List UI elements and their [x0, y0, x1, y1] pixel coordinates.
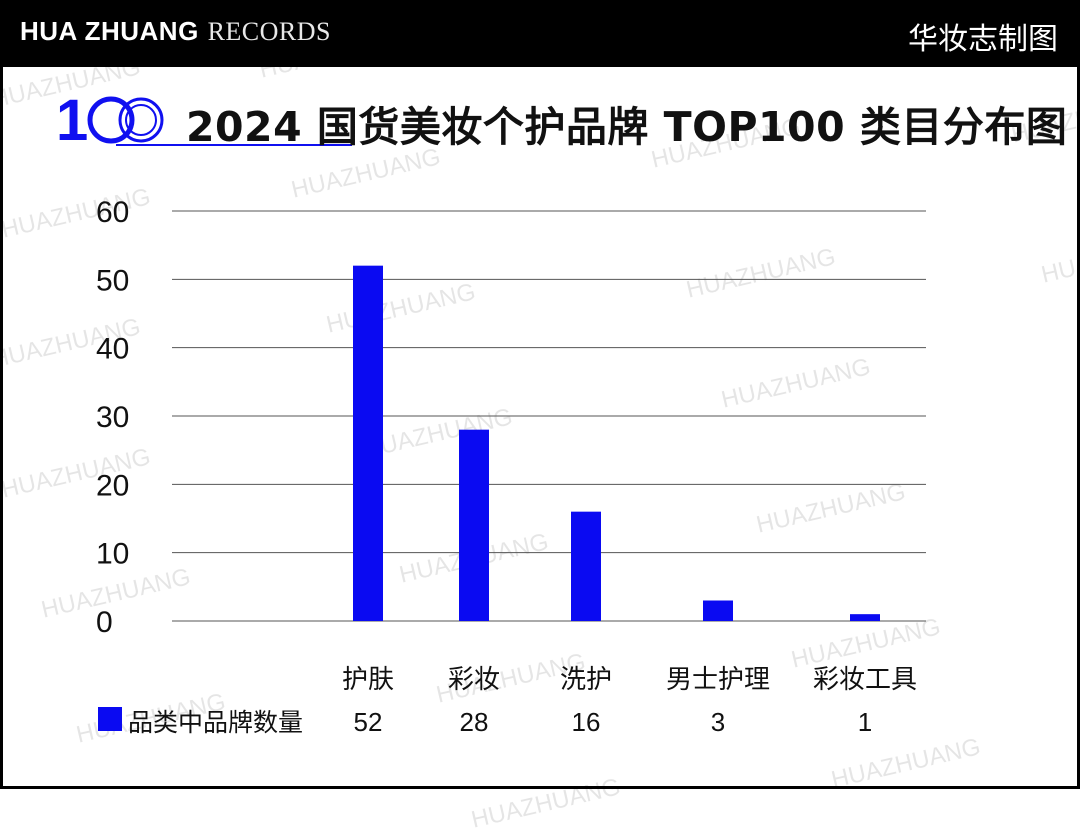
bar — [703, 600, 733, 621]
legend-swatch — [98, 707, 122, 731]
x-category-label: 彩妆工具 — [813, 665, 917, 695]
brand-logo-text: HUA ZHUANG RECORDS — [20, 16, 331, 47]
data-value-label: 1 — [858, 707, 872, 737]
bar — [571, 511, 601, 621]
legend-label: 品类中品牌数量 — [128, 708, 303, 737]
y-tick-label: 60 — [96, 196, 129, 229]
credit-label: 华妆志制图 — [908, 22, 1058, 57]
y-tick-label: 0 — [96, 606, 113, 639]
brand-name: HUA ZHUANG — [20, 16, 199, 46]
bar — [353, 265, 383, 621]
top100-logo-icon: 1 — [56, 88, 164, 152]
brand-suffix: RECORDS — [207, 17, 331, 46]
x-category-label: 护肤 — [342, 665, 394, 695]
data-value-label: 3 — [711, 707, 725, 737]
svg-text:1: 1 — [56, 88, 88, 152]
bar-chart: 0 10 20 30 40 50 60 护肤 52 彩妆 28 洗护 16 男士护理 3 彩妆工具 1 品类中品牌… — [96, 196, 926, 737]
y-tick-label: 30 — [96, 401, 129, 434]
y-tick-label: 20 — [96, 469, 129, 502]
y-tick-label: 40 — [96, 333, 129, 366]
page-frame — [0, 0, 1080, 789]
title-underline — [116, 144, 352, 146]
header-bar: HUA ZHUANG RECORDS 华妆志制图 — [0, 0, 1080, 67]
bar — [850, 614, 880, 621]
x-category-label: 彩妆 — [448, 665, 500, 695]
x-category-label: 男士护理 — [666, 665, 770, 695]
data-value-label: 28 — [460, 707, 489, 737]
chart-title: 2024 国货美妆个护品牌 TOP100 类目分布图 — [186, 103, 1068, 151]
title-block: 1 2024 国货美妆个护品牌 TOP100 类目分布图 — [56, 88, 1067, 158]
y-tick-label: 50 — [96, 264, 129, 297]
bar — [459, 429, 489, 621]
y-tick-label: 10 — [96, 538, 129, 571]
data-value-label: 16 — [572, 707, 601, 737]
x-category-label: 洗护 — [560, 665, 612, 695]
data-value-label: 52 — [354, 707, 383, 737]
